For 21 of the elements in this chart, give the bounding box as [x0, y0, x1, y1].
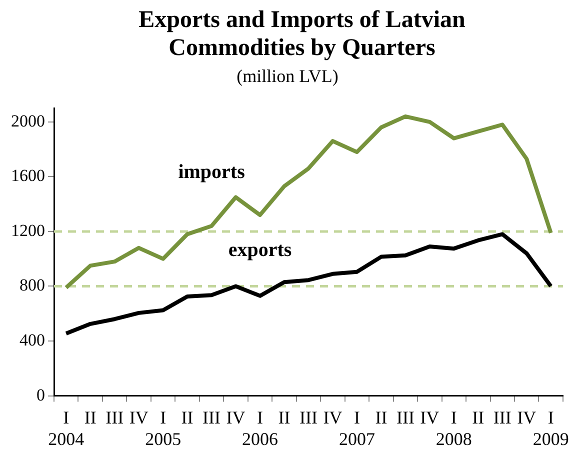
x-tick-label: III: [202, 407, 221, 428]
x-tick-label: III: [396, 407, 414, 428]
x-tick-label: II: [181, 407, 194, 428]
y-tick-label: 1200: [11, 220, 45, 240]
series-label: exports: [228, 238, 292, 261]
x-tick-label: III: [493, 407, 512, 428]
x-tick-label: II: [375, 407, 388, 428]
x-tick-label: II: [472, 407, 484, 428]
y-tick-label: 1600: [11, 166, 45, 186]
y-tick-label: 400: [20, 330, 45, 350]
y-tick-label: 800: [20, 276, 45, 295]
x-tick-label: I 2004: [48, 407, 84, 449]
x-tick-label: II: [84, 407, 96, 428]
chart-title: Exports and Imports of Latvian Commodities by Quarters: [138, 6, 466, 62]
x-tick-label: II: [278, 407, 290, 428]
y-tick-label: 0: [36, 385, 45, 404]
chart-subtitle: (million LVL): [236, 66, 340, 87]
y-tick-label: 2000: [11, 111, 45, 130]
x-tick-label: III: [106, 407, 124, 428]
series-label: imports: [178, 160, 246, 183]
x-tick-label: III: [299, 407, 318, 428]
